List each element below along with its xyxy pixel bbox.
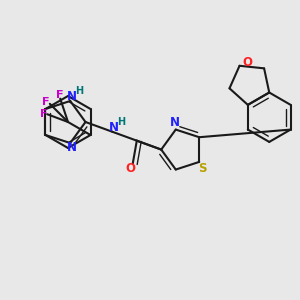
- Text: F: F: [56, 90, 64, 100]
- Text: N: N: [170, 116, 180, 129]
- Text: N: N: [110, 121, 119, 134]
- Text: S: S: [198, 162, 206, 176]
- Text: F: F: [40, 109, 48, 119]
- Text: F: F: [42, 97, 50, 107]
- Text: H: H: [75, 86, 83, 96]
- Text: O: O: [242, 56, 253, 69]
- Text: H: H: [117, 117, 125, 127]
- Text: N: N: [67, 140, 77, 154]
- Text: O: O: [126, 162, 136, 175]
- Text: N: N: [67, 91, 77, 103]
